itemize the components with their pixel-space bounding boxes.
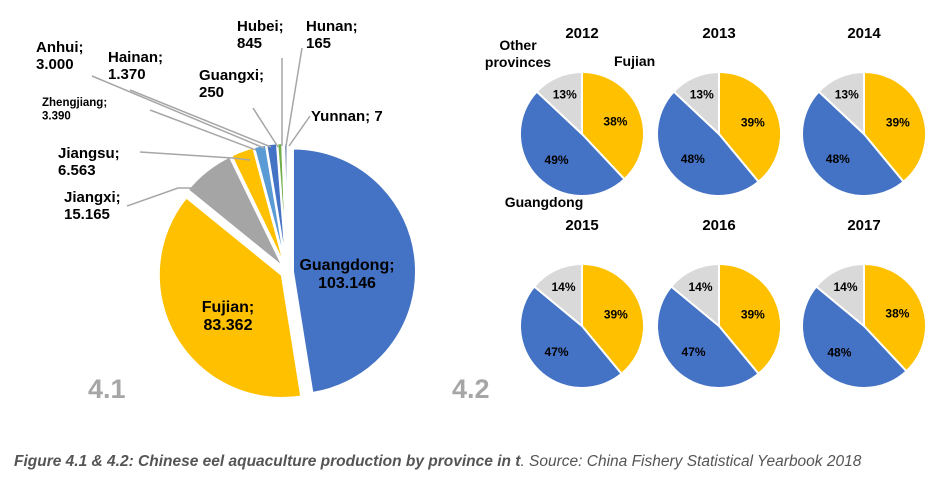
slice-value-zhengjiang: 3.390 xyxy=(42,111,71,123)
figure-label-4-1: 4.1 xyxy=(88,374,126,404)
pie-slice-other-2016 xyxy=(669,262,720,329)
slice-label-yunnan: Yunnan; 7 xyxy=(311,108,383,125)
pct-label-guangdong-2014: 48% xyxy=(826,152,850,166)
caption-source: . Source: China Fishery Statistical Year… xyxy=(520,453,862,470)
leader-line-anhui xyxy=(91,75,265,149)
pie-slice-fujian-2012 xyxy=(581,70,645,181)
slice-value-guangdong: 103.146 xyxy=(318,275,376,292)
slice-value-hubei: 845 xyxy=(237,35,262,52)
province-pie-chart xyxy=(157,141,418,399)
pie-slice-guangdong-2016 xyxy=(656,285,760,389)
slice-value-hainan: 1.370 xyxy=(108,66,146,83)
year-title-2013: 2013 xyxy=(702,25,735,42)
leader-line-yunnan xyxy=(288,115,311,147)
slice-label-zhengjiang: Zhengjiang; xyxy=(42,97,107,109)
pie-slice-fujian-2014 xyxy=(863,70,927,184)
pct-label-fujian-2014: 39% xyxy=(886,115,910,129)
pct-label-fujian-2017: 38% xyxy=(885,306,909,320)
year-pie-2013: 39% 48% 13% 2013 xyxy=(656,25,782,197)
pct-label-guangdong-2016: 47% xyxy=(682,345,706,359)
pie-slice-other-2012 xyxy=(535,70,583,137)
pct-label-other-2014: 13% xyxy=(835,88,859,102)
pie-slice-guangdong-2014 xyxy=(801,90,905,197)
figure-label-4-2: 4.2 xyxy=(452,374,490,404)
year-pie-2016: 39% 47% 14% 2016 xyxy=(656,217,782,389)
slice-value-anhui: 3.000 xyxy=(36,56,74,73)
pie-slice-guangdong-2015 xyxy=(519,285,623,389)
pct-label-other-2015: 14% xyxy=(552,280,576,294)
pie-slice-guangdong-2012 xyxy=(519,90,626,197)
year-title-2012: 2012 xyxy=(565,25,598,42)
slice-value-hunan: 165 xyxy=(306,35,331,52)
pct-label-guangdong-2017: 48% xyxy=(827,346,851,360)
leader-line-jiangsu xyxy=(139,151,251,161)
pct-label-other-2017: 14% xyxy=(834,280,858,294)
year-pie-2014: 39% 48% 13% 2014 xyxy=(801,25,927,197)
leader-line-hunan xyxy=(285,47,303,147)
pie-slice-guangdong xyxy=(291,147,418,395)
slice-label-hubei: Hubei; xyxy=(237,18,284,35)
caption-title: Figure 4.1 & 4.2: Chinese eel aquacultur… xyxy=(14,453,521,470)
annotation-guangdong: Guangdong xyxy=(505,194,584,210)
year-pie-2015: 39% 47% 14% 2015 xyxy=(519,217,645,389)
leader-line-jiangxi xyxy=(126,187,205,207)
slice-label-jiangxi: Jiangxi; xyxy=(64,189,121,206)
slice-label-hunan: Hunan; xyxy=(306,18,358,35)
slice-label-anhui: Anhui; xyxy=(36,39,83,56)
pie-slice-other-2013 xyxy=(672,70,720,137)
slice-label-jiangsu: Jiangsu; xyxy=(58,145,120,162)
pie-slice-other-2017 xyxy=(814,262,865,329)
pct-label-fujian-2012: 38% xyxy=(603,114,627,128)
pie-slice-jiangxi xyxy=(186,155,285,269)
year-title-2014: 2014 xyxy=(847,25,881,42)
pie-slice-fujian-2016 xyxy=(718,262,782,376)
slice-value-jiangxi: 15.165 xyxy=(64,206,110,223)
pie-slice-fujian-2015 xyxy=(581,262,645,376)
pct-label-other-2012: 13% xyxy=(553,88,577,102)
leader-line-zhengjiang xyxy=(149,109,257,151)
leader-line-guangxi xyxy=(252,107,279,148)
pct-label-other-2013: 13% xyxy=(690,88,714,102)
pct-label-other-2016: 14% xyxy=(689,280,713,294)
annotation-other-provinces-line2: provinces xyxy=(485,54,551,70)
slice-label-fujian: Fujian; xyxy=(202,299,254,316)
annotation-other-provinces: Other xyxy=(499,37,537,53)
figure-caption: Figure 4.1 & 4.2: Chinese eel aquacultur… xyxy=(14,452,914,472)
slice-label-guangxi: Guangxi; xyxy=(199,67,264,84)
pct-label-fujian-2013: 39% xyxy=(741,115,765,129)
year-title-2016: 2016 xyxy=(702,217,735,234)
annotation-fujian: Fujian xyxy=(614,53,655,69)
pie-slice-other-2015 xyxy=(532,262,583,329)
pct-label-fujian-2016: 39% xyxy=(741,307,765,321)
slice-label-guangdong: Guangdong; xyxy=(299,257,394,274)
pie-slice-fujian xyxy=(157,196,303,399)
yearly-share-pies: 38%49%13%201239%48%13%201339%48%13%20143… xyxy=(485,25,927,389)
province-pie-labels: Guangdong;103.146 Fujian;83.362 Jiangxi;15… xyxy=(36,18,395,334)
pct-label-fujian-2015: 39% xyxy=(604,307,628,321)
year-pie-2017: 38% 48% 14% 2017 xyxy=(801,217,927,389)
year-pie-2012: 38% 49% 13% 2012 xyxy=(519,25,645,197)
year-title-2015: 2015 xyxy=(565,217,598,234)
pie-slice-fujian-2013 xyxy=(718,70,782,184)
pie-slice-guangdong-2017 xyxy=(801,285,908,389)
slice-value-fujian: 83.362 xyxy=(204,317,253,334)
slice-value-guangxi: 250 xyxy=(199,84,224,101)
pie-slice-fujian-2017 xyxy=(863,262,927,373)
pie-slice-guangdong-2013 xyxy=(656,90,760,197)
slice-value-jiangsu: 6.563 xyxy=(58,162,96,179)
year-title-2017: 2017 xyxy=(847,217,880,234)
pct-label-guangdong-2013: 48% xyxy=(681,152,705,166)
pct-label-guangdong-2012: 49% xyxy=(545,153,569,167)
pie-slice-other-2014 xyxy=(817,70,865,137)
leader-line-hainan xyxy=(129,89,272,148)
slice-label-hainan: Hainan; xyxy=(108,49,163,66)
pct-label-guangdong-2015: 47% xyxy=(545,345,569,359)
